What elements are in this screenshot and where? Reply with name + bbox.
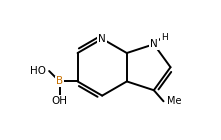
Text: HO: HO (30, 66, 46, 76)
Text: OH: OH (51, 96, 68, 106)
Text: N: N (98, 34, 106, 44)
Text: B: B (56, 76, 63, 86)
Text: H: H (161, 33, 168, 42)
Text: N: N (150, 39, 158, 49)
Text: Me: Me (167, 96, 181, 106)
